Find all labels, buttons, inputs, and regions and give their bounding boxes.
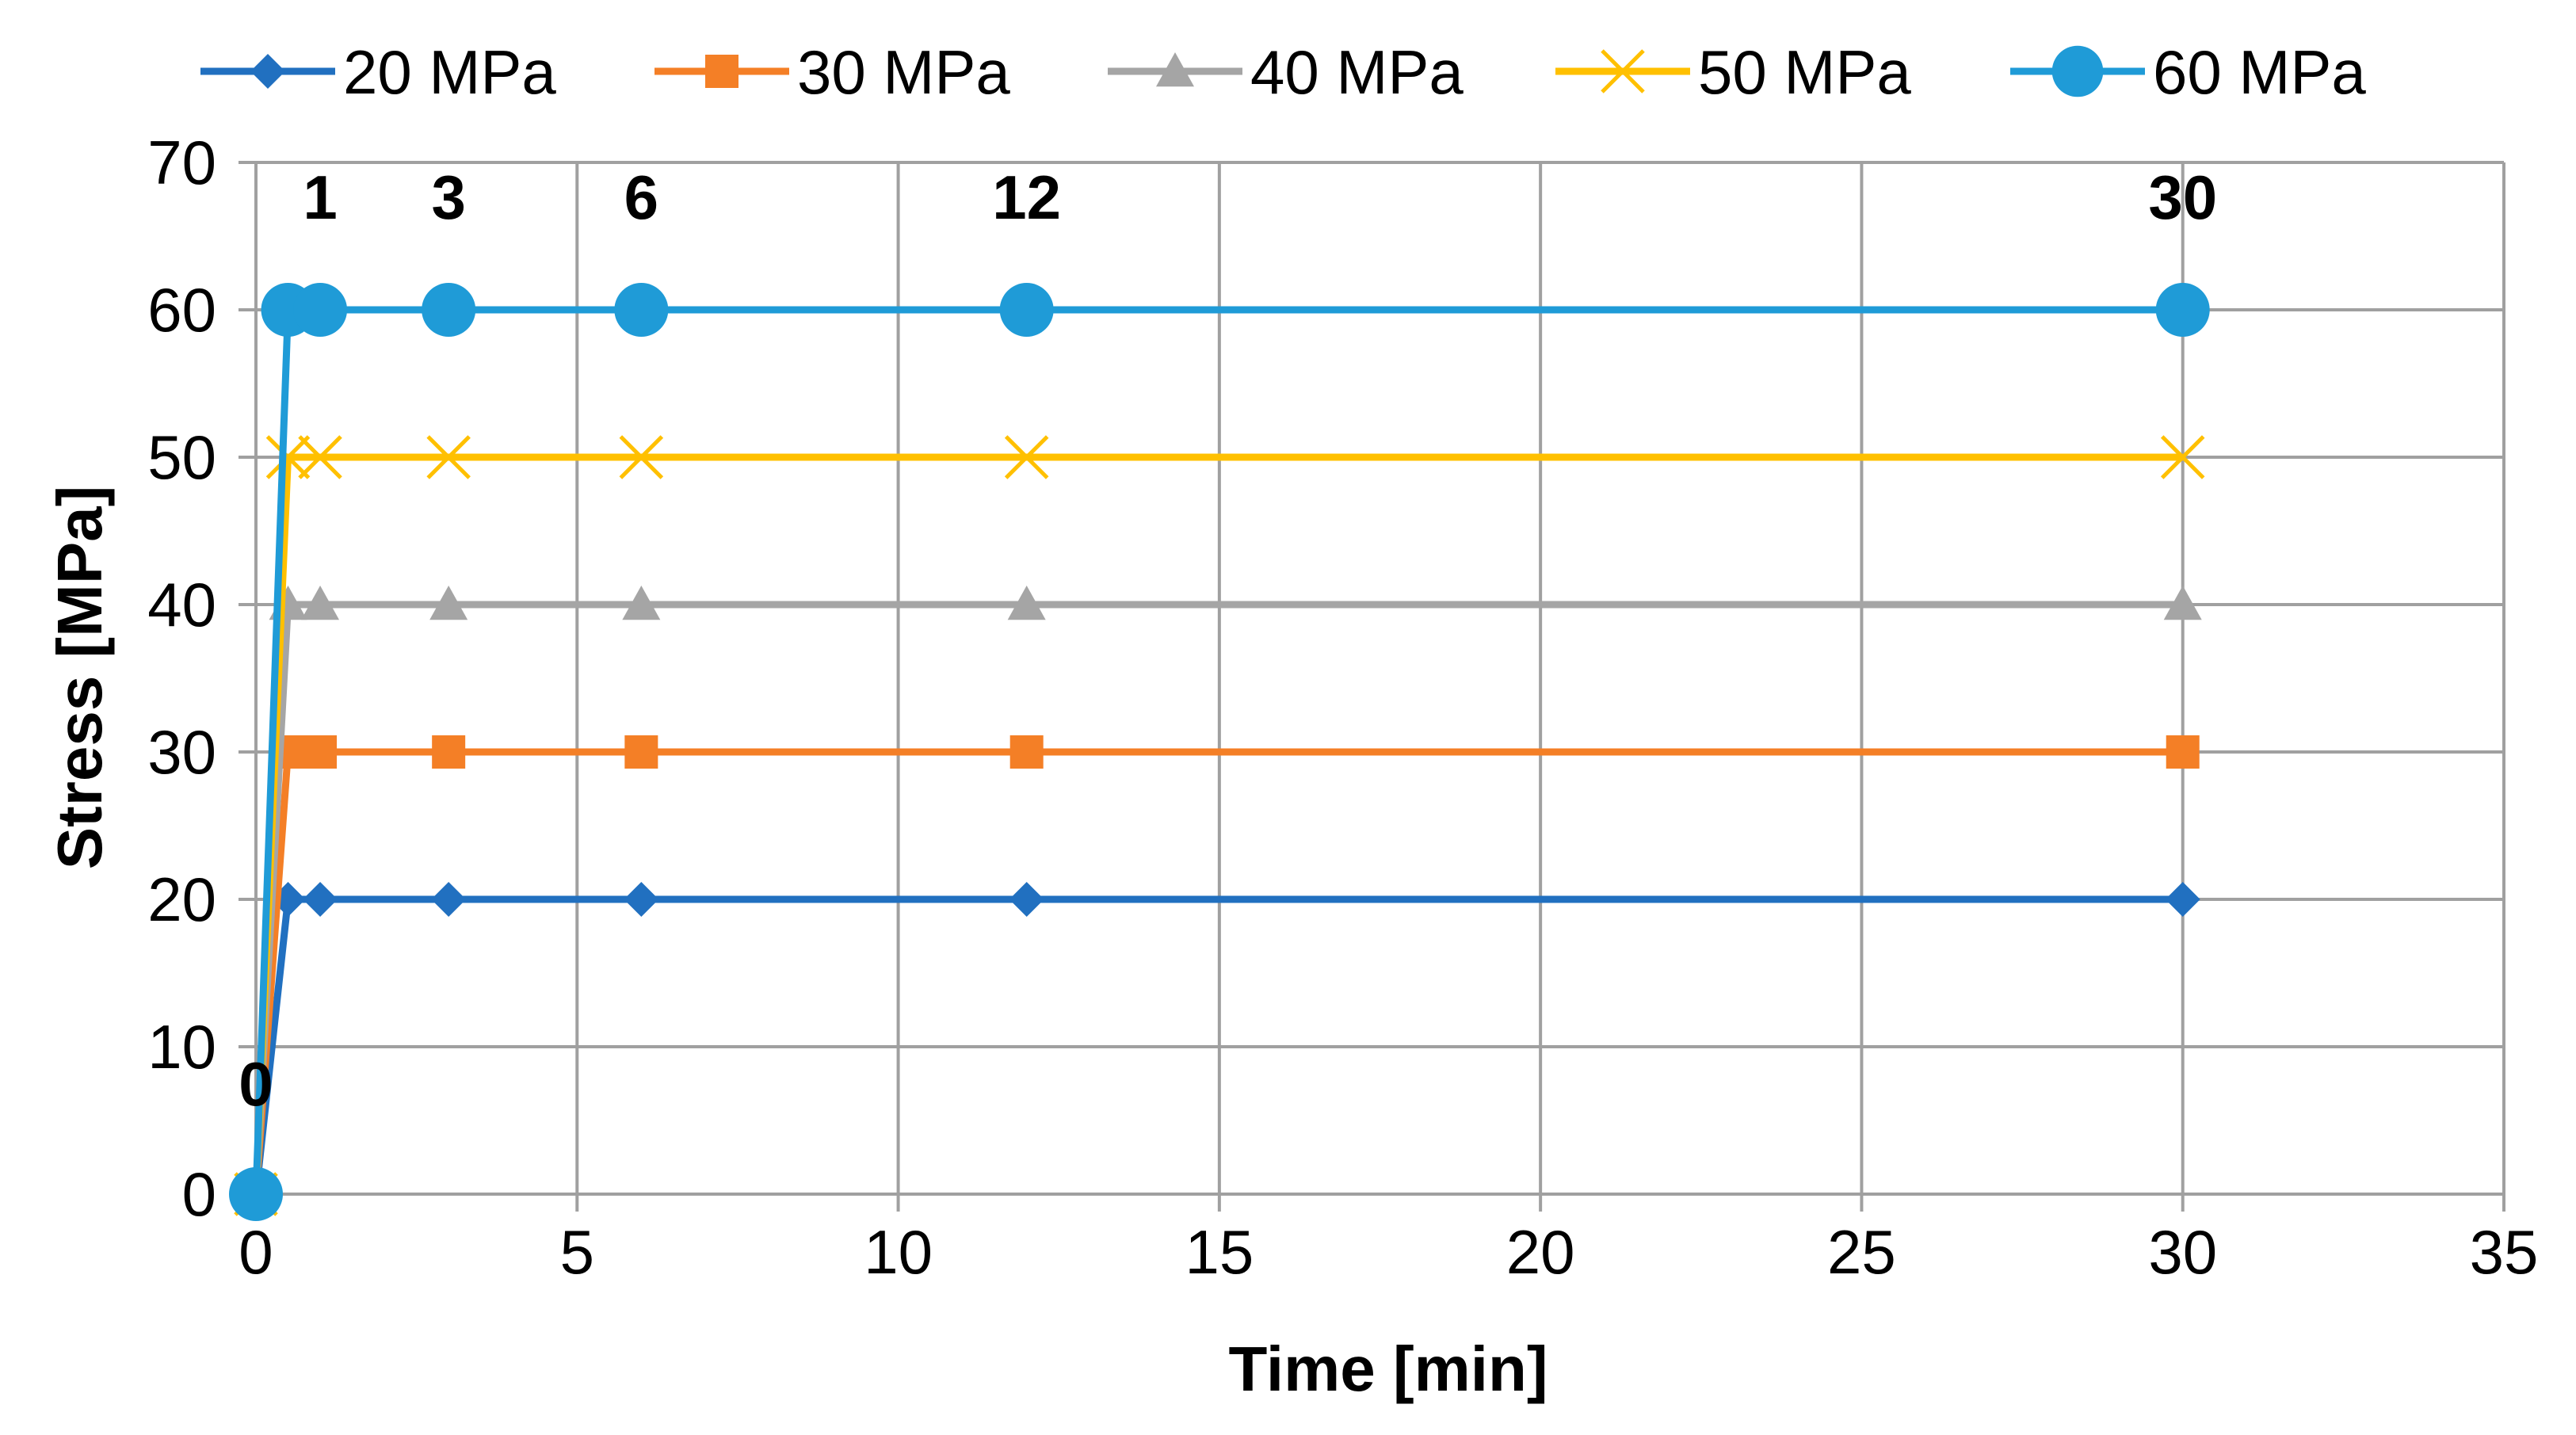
x-tick-label: 25 (1827, 1217, 1896, 1287)
data-point (2165, 882, 2200, 917)
data-point (432, 735, 466, 769)
legend-label: 40 MPa (1250, 37, 1464, 107)
x-marker-stroke (426, 435, 471, 479)
y-tick-label: 40 (147, 570, 216, 639)
data-point (229, 1167, 283, 1221)
y-tick-label: 30 (147, 717, 216, 787)
legend-item: 40 MPa (1108, 37, 1464, 107)
data-point (426, 435, 471, 479)
data-point (298, 435, 342, 479)
x-tick-label: 35 (2470, 1217, 2539, 1287)
legend-marker (250, 54, 285, 89)
legend-item: 30 MPa (654, 37, 1010, 107)
data-point (1009, 882, 1044, 917)
data-point (2163, 586, 2202, 620)
data-point (2155, 283, 2210, 337)
y-axis-title: Stress [MPa] (44, 486, 115, 870)
data-point (293, 283, 348, 337)
legend-label: 20 MPa (343, 37, 556, 107)
data-point (2160, 435, 2205, 479)
legend-marker (705, 55, 738, 88)
x-axis-title: Time [min] (1228, 1334, 1548, 1404)
point-annotations: 0 1 3 6 12 30 (239, 162, 2217, 1119)
data-label: 6 (624, 162, 658, 232)
data-point (624, 882, 659, 917)
legend-item: 20 MPa (200, 37, 556, 107)
data-label: 3 (431, 162, 465, 232)
y-tick-label: 50 (147, 422, 216, 492)
series-60-mpa (229, 283, 2210, 1221)
data-point (1009, 735, 1044, 769)
data-point (422, 283, 476, 337)
x-marker-stroke (1601, 49, 1645, 94)
data-point (431, 882, 467, 917)
data-label: 30 (2148, 162, 2217, 232)
data-point (303, 882, 338, 917)
data-point (265, 435, 311, 479)
legend-marker (1156, 52, 1194, 87)
data-point (622, 586, 661, 620)
x-marker-stroke (298, 435, 342, 479)
data-point (1004, 435, 1049, 479)
data-label: 1 (303, 162, 337, 232)
x-tick-label: 20 (1506, 1217, 1575, 1287)
data-point (624, 735, 658, 769)
data-point (619, 435, 664, 479)
data-point (301, 586, 340, 620)
y-tick-label: 20 (147, 864, 216, 934)
data-point (999, 283, 1054, 337)
x-tick-label: 30 (2148, 1217, 2217, 1287)
series-50-mpa (234, 435, 2205, 1216)
x-tick-label: 10 (864, 1217, 933, 1287)
data-label: 12 (992, 162, 1061, 232)
legend: 20 MPa 30 MPa 40 MPa 50 MPa 60 MPa (200, 37, 2366, 107)
data-point (1007, 586, 1046, 620)
y-tick-label: 0 (182, 1159, 216, 1229)
x-marker-stroke (1004, 435, 1049, 479)
y-tick-label: 10 (147, 1012, 216, 1082)
x-tick-label: 15 (1185, 1217, 1254, 1287)
legend-item: 60 MPa (2010, 37, 2366, 107)
data-point (429, 586, 468, 620)
x-marker-stroke (2160, 435, 2205, 479)
y-tick-label: 70 (147, 128, 216, 197)
x-marker-stroke (619, 435, 664, 479)
x-tick-label: 5 (560, 1217, 594, 1287)
data-label: 0 (239, 1049, 273, 1119)
series-lines (229, 283, 2210, 1221)
legend-label: 60 MPa (2153, 37, 2366, 107)
data-point (614, 283, 669, 337)
x-marker-stroke (265, 435, 311, 479)
legend-label: 50 MPa (1698, 37, 1911, 107)
data-point (2166, 735, 2200, 769)
legend-item: 50 MPa (1555, 37, 1911, 107)
legend-marker (2051, 45, 2104, 97)
data-point (303, 735, 338, 769)
x-tick-label: 0 (239, 1217, 273, 1287)
legend-label: 30 MPa (797, 37, 1010, 107)
y-tick-label: 60 (147, 275, 216, 345)
legend-marker (1601, 49, 1645, 94)
